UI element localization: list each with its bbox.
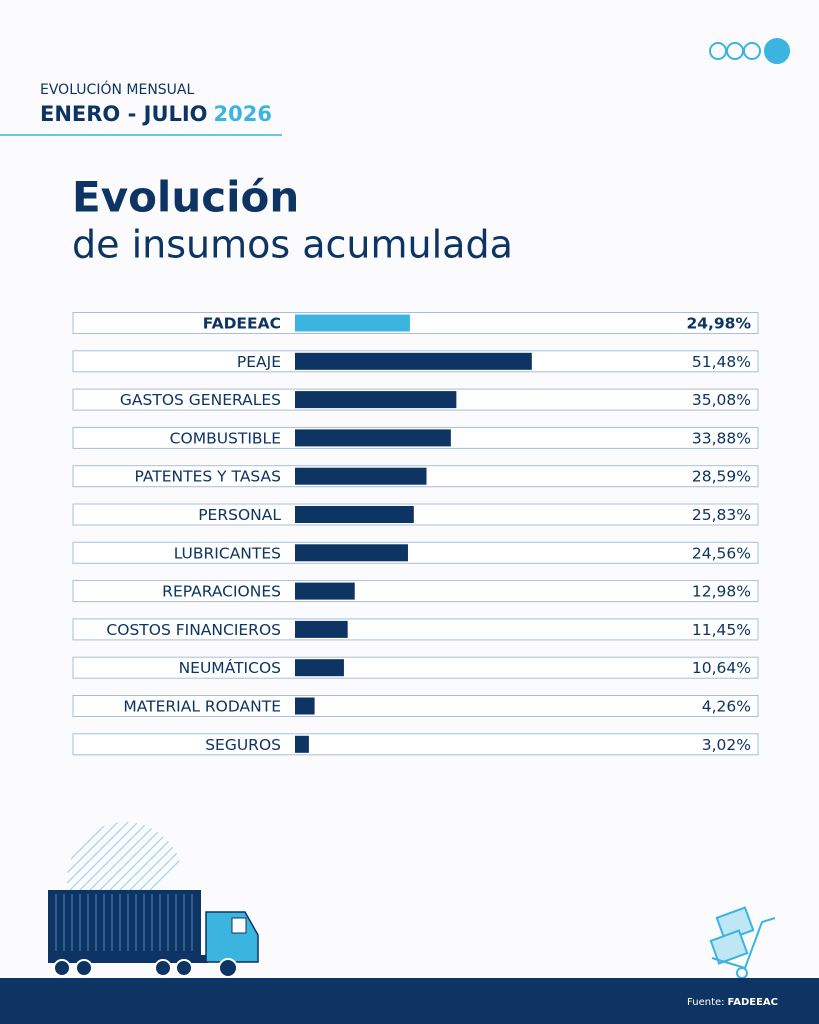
category-label: MATERIAL RODANTE [123, 698, 281, 716]
bar [295, 391, 457, 409]
category-label: REPARACIONES [162, 583, 281, 601]
value-label: 51,48% [692, 353, 751, 371]
source-name: FADEEAC [728, 997, 778, 1008]
value-label: 3,02% [702, 736, 751, 754]
category-label: COSTOS FINANCIEROS [106, 621, 281, 639]
category-label: LUBRICANTES [174, 544, 281, 562]
period-text: ENERO - JULIO [40, 102, 208, 126]
category-label: NEUMÁTICOS [179, 658, 281, 677]
chart-title: Evolución [72, 173, 299, 222]
row-box [72, 541, 759, 564]
category-label: FADEEAC [203, 315, 281, 333]
value-label: 25,83% [692, 506, 751, 524]
value-label: 24,98% [686, 315, 751, 333]
value-label: 35,08% [692, 391, 751, 409]
row-box [72, 733, 759, 756]
value-label: 12,98% [692, 583, 751, 601]
truck-illustration [48, 822, 259, 978]
row-box [72, 503, 759, 526]
bar [295, 314, 410, 332]
source-label: Fuente: [687, 997, 724, 1008]
footer-band [0, 978, 819, 1024]
bar [295, 735, 309, 753]
value-label: 33,88% [692, 429, 751, 447]
bar [295, 697, 315, 715]
row-box [72, 580, 759, 603]
category-label: SEGUROS [205, 736, 281, 754]
bar [295, 544, 408, 562]
bar-rows: FADEEAC 24,98% PEAJE 51,48% GASTOS GENERALES… [72, 312, 759, 756]
chart-subtitle: de insumos acumulada [72, 223, 513, 267]
value-label: 28,59% [692, 468, 751, 486]
bar [295, 659, 344, 677]
category-label: COMBUSTIBLE [170, 429, 281, 447]
source: Fuente: FADEEAC [687, 997, 778, 1008]
logo [709, 38, 790, 64]
bar [295, 506, 414, 523]
value-label: 4,26% [702, 698, 751, 716]
row-box [72, 312, 759, 334]
category-label: PERSONAL [198, 506, 281, 524]
category-label: PEAJE [237, 353, 281, 371]
value-label: 11,45% [692, 621, 751, 639]
period: ENERO - JULIO 2026 [40, 102, 272, 126]
bar [295, 352, 532, 370]
bar [295, 582, 355, 600]
year: 2026 [214, 102, 272, 126]
row-box [72, 656, 759, 679]
row-box [72, 695, 759, 717]
value-label: 24,56% [692, 544, 751, 562]
category-label: GASTOS GENERALES [120, 391, 281, 409]
hand-truck-icon [709, 906, 776, 979]
kicker: EVOLUCIÓN MENSUAL [40, 80, 195, 98]
row-box [72, 618, 759, 641]
bar [295, 429, 451, 447]
bar [295, 467, 427, 485]
bar [295, 620, 348, 638]
category-label: PATENTES Y TASAS [135, 468, 281, 486]
value-label: 10,64% [692, 659, 751, 677]
